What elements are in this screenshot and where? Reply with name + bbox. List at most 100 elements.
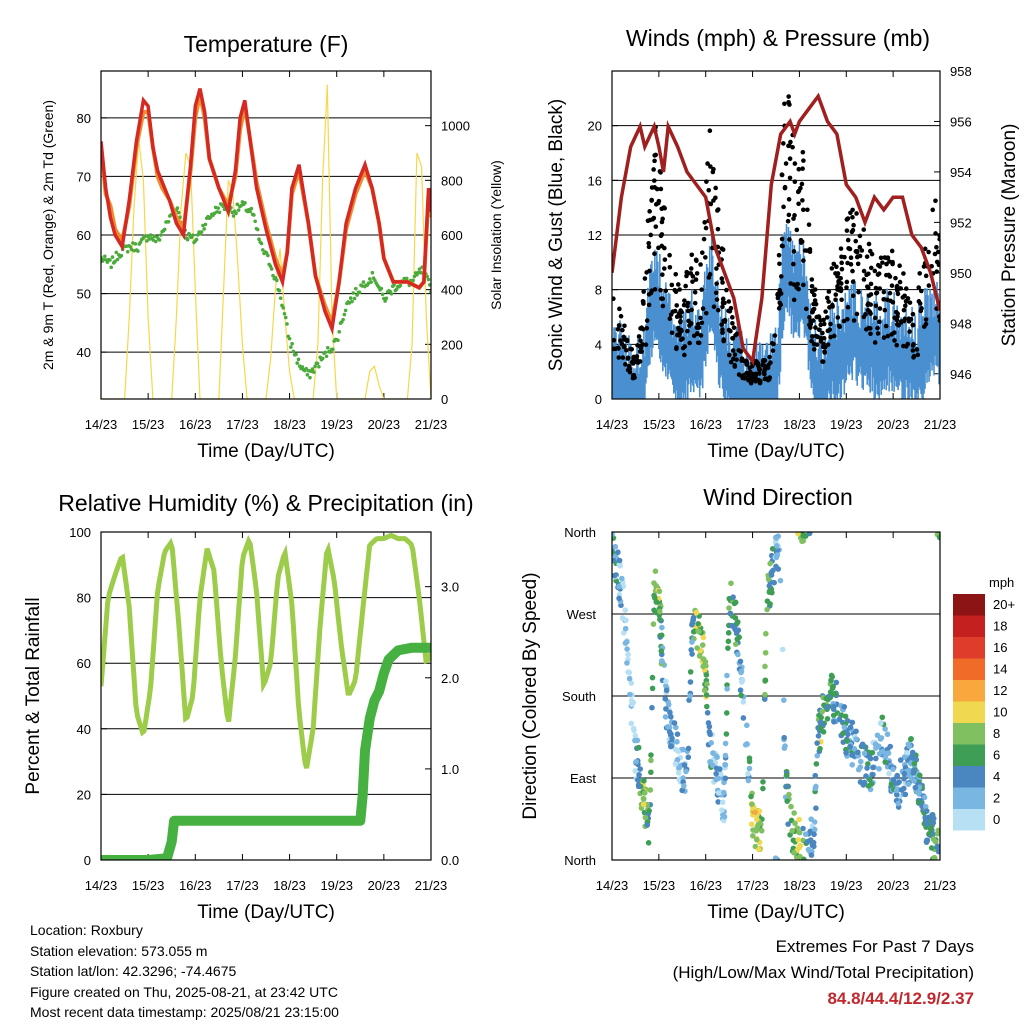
gust-point xyxy=(867,326,873,331)
gust-point xyxy=(701,236,707,242)
direction-point xyxy=(785,821,791,827)
dewpoint-point xyxy=(194,237,199,242)
gust-point xyxy=(904,299,909,304)
gust-point xyxy=(715,208,720,213)
y2-tick-label: 952 xyxy=(950,215,972,230)
gust-point xyxy=(672,308,678,314)
gust-point xyxy=(811,341,817,347)
recent-timestamp: Most recent data timestamp: 2025/08/21 2… xyxy=(30,1004,339,1021)
y-axis-label: 2m & 9m T (Red, Orange) & 2m Td (Green) xyxy=(40,100,56,370)
direction-point xyxy=(819,708,826,715)
gust-point xyxy=(897,279,903,285)
direction-point xyxy=(663,678,669,685)
extremes-values: 84.8/44.4/12.9/2.37 xyxy=(827,989,974,1008)
dewpoint-point xyxy=(328,350,333,354)
gust-point xyxy=(753,371,759,377)
gust-point xyxy=(667,265,673,270)
gust-point xyxy=(659,296,664,301)
y2-tick-label: 0.0 xyxy=(441,853,459,868)
gust-point xyxy=(687,323,692,328)
station-latlon: Station lat/lon: 42.3296; -74.4675 xyxy=(30,963,237,980)
direction-point xyxy=(764,598,771,604)
gust-point xyxy=(658,233,664,239)
direction-point xyxy=(855,766,862,773)
gust-point xyxy=(651,178,657,183)
gust-point xyxy=(875,325,880,331)
direction-point xyxy=(864,765,870,771)
gust-point xyxy=(894,342,900,348)
direction-point xyxy=(811,826,818,833)
x-tick-label: 17/23 xyxy=(736,878,769,893)
dewpoint-point xyxy=(341,317,345,322)
x-tick-label: 15/23 xyxy=(643,878,676,893)
x-tick-label: 20/23 xyxy=(877,417,910,432)
direction-point xyxy=(897,757,904,763)
dewpoint-point xyxy=(342,312,347,317)
gust-point xyxy=(872,315,878,321)
gust-point xyxy=(876,271,882,276)
gust-point xyxy=(667,316,673,321)
gust-point xyxy=(647,268,652,274)
dewpoint-point xyxy=(325,345,330,350)
direction-point xyxy=(752,809,759,816)
direction-point xyxy=(800,537,807,544)
gust-point xyxy=(794,227,800,233)
dewpoint-point xyxy=(133,242,138,246)
gust-point xyxy=(682,298,687,303)
gust-point xyxy=(660,272,665,277)
gust-point xyxy=(786,212,792,218)
direction-point xyxy=(648,769,654,776)
gust-point xyxy=(856,289,861,295)
direction-point xyxy=(635,744,642,751)
gust-point xyxy=(934,259,940,265)
direction-point xyxy=(740,699,747,705)
gust-point xyxy=(809,283,815,289)
precip-line xyxy=(101,642,431,860)
colorbar-swatch xyxy=(953,615,985,637)
gust-point xyxy=(810,318,816,323)
direction-point xyxy=(695,628,701,634)
direction-point xyxy=(924,837,931,844)
dewpoint-point xyxy=(370,270,375,275)
gust-point xyxy=(731,325,737,330)
direction-point xyxy=(649,685,656,692)
direction-point xyxy=(857,779,864,785)
direction-point xyxy=(647,787,654,793)
direction-point xyxy=(689,651,695,657)
gust-point xyxy=(681,302,687,308)
gust-point xyxy=(850,207,855,213)
y2-tick-label: 958 xyxy=(950,64,972,79)
direction-point xyxy=(745,771,751,777)
gust-point xyxy=(726,327,732,333)
direction-point xyxy=(728,580,734,587)
gust-point xyxy=(649,185,655,190)
dewpoint-point xyxy=(114,250,119,255)
dewpoint-point xyxy=(275,278,279,283)
gust-point xyxy=(850,227,856,233)
direction-point xyxy=(748,821,755,827)
dewpoint-point xyxy=(310,367,315,371)
direction-point xyxy=(801,856,807,860)
gust-point xyxy=(937,233,940,238)
dewpoint-point xyxy=(266,253,270,258)
direction-point xyxy=(688,647,695,653)
gust-point xyxy=(897,263,902,269)
dewpoint-point xyxy=(398,283,403,288)
y-tick-label: North xyxy=(564,525,596,540)
direction-point xyxy=(853,736,859,743)
colorbar-label: 8 xyxy=(993,726,1000,741)
gust-point xyxy=(892,315,897,321)
direction-point xyxy=(924,821,931,827)
gust-point xyxy=(732,364,738,369)
direction-point xyxy=(813,783,819,790)
direction-point xyxy=(715,775,721,782)
gust-point xyxy=(787,102,792,107)
dewpoint-point xyxy=(176,210,181,215)
dewpoint-point xyxy=(352,296,357,301)
direction-point xyxy=(916,799,922,806)
gust-point xyxy=(620,355,626,360)
gust-point xyxy=(812,287,818,292)
gust-point xyxy=(730,321,735,326)
direction-point xyxy=(618,575,625,582)
gust-point xyxy=(822,349,827,354)
